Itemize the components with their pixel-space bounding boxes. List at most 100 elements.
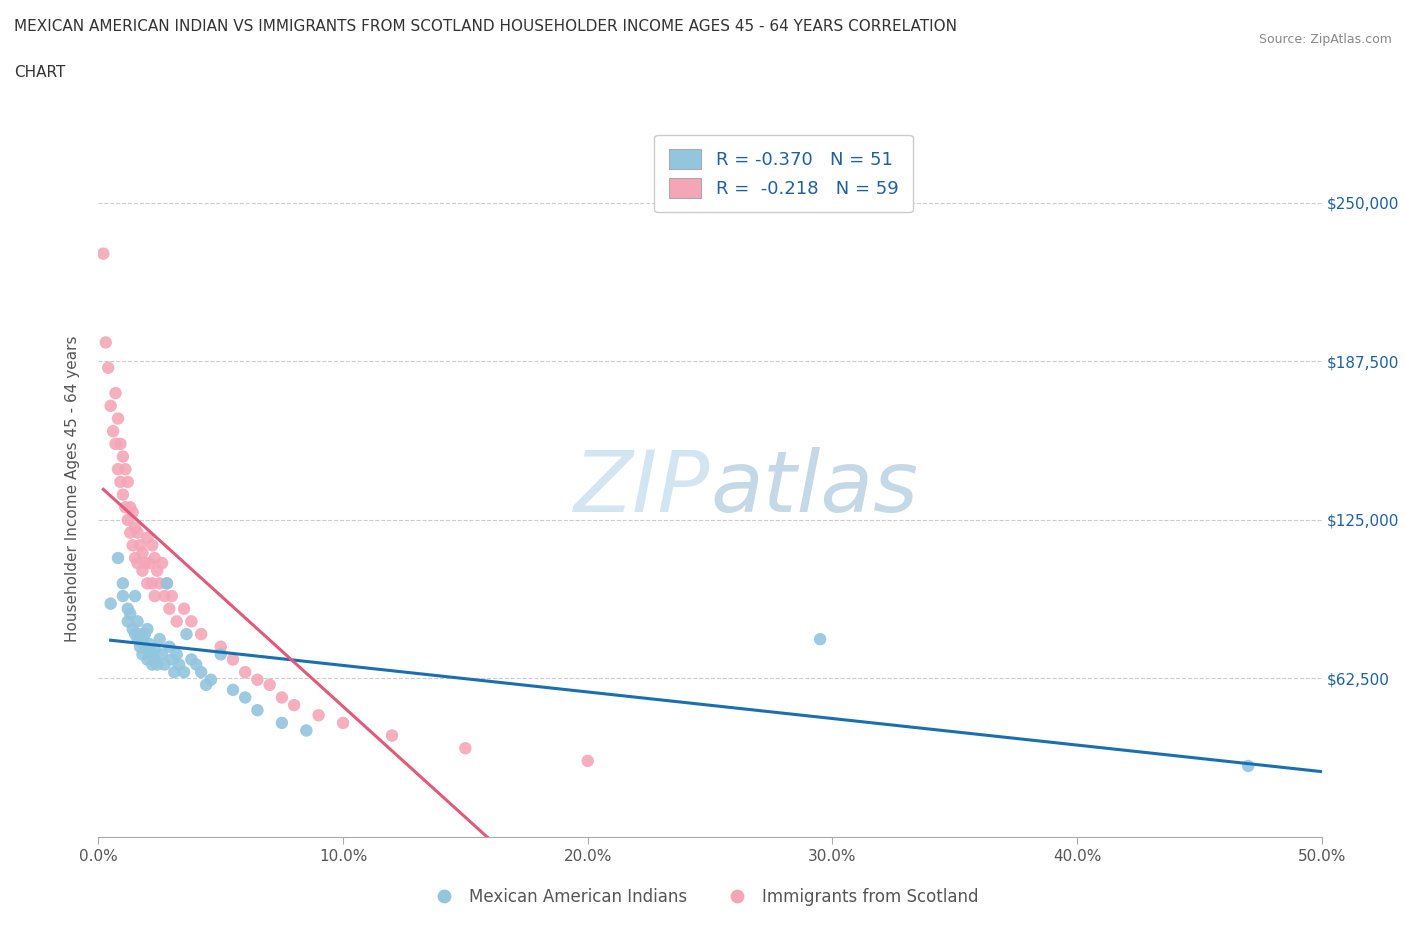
Point xyxy=(114,499,136,514)
Point xyxy=(156,576,179,591)
Point xyxy=(200,672,222,687)
Point xyxy=(186,658,208,672)
Point xyxy=(160,589,183,604)
Point xyxy=(141,538,163,552)
Point xyxy=(195,677,218,692)
Point xyxy=(180,652,202,667)
Point xyxy=(117,474,139,489)
Point xyxy=(94,335,117,350)
Legend: Mexican American Indians, Immigrants from Scotland: Mexican American Indians, Immigrants fro… xyxy=(420,881,986,912)
Point xyxy=(308,708,330,723)
Point xyxy=(124,589,146,604)
Point xyxy=(91,246,114,261)
Point xyxy=(131,546,153,561)
Point xyxy=(141,658,163,672)
Point xyxy=(153,589,176,604)
Point xyxy=(157,639,180,654)
Text: atlas: atlas xyxy=(710,446,918,530)
Point xyxy=(134,639,156,654)
Point xyxy=(121,621,143,636)
Point xyxy=(150,555,173,570)
Point xyxy=(808,631,831,646)
Point xyxy=(127,555,149,570)
Point xyxy=(157,602,180,617)
Point xyxy=(104,386,127,401)
Point xyxy=(129,538,152,552)
Point xyxy=(141,647,163,662)
Point xyxy=(107,551,129,565)
Text: MEXICAN AMERICAN INDIAN VS IMMIGRANTS FROM SCOTLAND HOUSEHOLDER INCOME AGES 45 -: MEXICAN AMERICAN INDIAN VS IMMIGRANTS FR… xyxy=(14,19,957,33)
Point xyxy=(166,614,188,629)
Point xyxy=(143,642,166,657)
Point xyxy=(100,596,122,611)
Point xyxy=(149,576,172,591)
Point xyxy=(576,753,599,768)
Point xyxy=(246,672,269,687)
Point xyxy=(209,647,232,662)
Point xyxy=(1237,759,1260,774)
Point xyxy=(136,530,159,545)
Point xyxy=(259,677,281,692)
Point xyxy=(124,551,146,565)
Point xyxy=(111,576,134,591)
Point xyxy=(111,449,134,464)
Point xyxy=(136,652,159,667)
Point xyxy=(222,652,245,667)
Point xyxy=(120,499,142,514)
Point xyxy=(124,520,146,535)
Point xyxy=(233,665,256,680)
Point xyxy=(131,647,153,662)
Point xyxy=(166,647,188,662)
Point xyxy=(295,723,318,737)
Point xyxy=(209,639,232,654)
Point xyxy=(127,614,149,629)
Point xyxy=(129,627,152,642)
Point xyxy=(454,741,477,756)
Point xyxy=(139,644,162,659)
Point xyxy=(381,728,404,743)
Y-axis label: Householder Income Ages 45 - 64 years: Householder Income Ages 45 - 64 years xyxy=(65,335,80,642)
Point xyxy=(129,639,152,654)
Point xyxy=(134,627,156,642)
Point xyxy=(149,631,172,646)
Text: ZIP: ZIP xyxy=(574,446,710,530)
Point xyxy=(246,703,269,718)
Point xyxy=(107,411,129,426)
Point xyxy=(110,436,132,451)
Legend: R = -0.370   N = 51, R =  -0.218   N = 59: R = -0.370 N = 51, R = -0.218 N = 59 xyxy=(654,135,912,212)
Point xyxy=(110,474,132,489)
Point xyxy=(100,398,122,413)
Point xyxy=(97,360,120,375)
Point xyxy=(134,555,156,570)
Point xyxy=(143,589,166,604)
Point xyxy=(117,602,139,617)
Point xyxy=(107,462,129,477)
Point xyxy=(167,658,190,672)
Point xyxy=(156,576,179,591)
Point xyxy=(136,576,159,591)
Point xyxy=(160,652,183,667)
Point xyxy=(180,614,202,629)
Point xyxy=(173,602,195,617)
Point xyxy=(104,436,127,451)
Point xyxy=(139,637,162,652)
Point xyxy=(143,652,166,667)
Point xyxy=(176,627,198,642)
Point xyxy=(127,631,149,646)
Point xyxy=(117,512,139,527)
Point xyxy=(136,621,159,636)
Point xyxy=(173,665,195,680)
Point xyxy=(143,551,166,565)
Point xyxy=(270,715,294,730)
Point xyxy=(190,627,212,642)
Point xyxy=(283,698,305,712)
Point xyxy=(146,564,169,578)
Text: Source: ZipAtlas.com: Source: ZipAtlas.com xyxy=(1258,33,1392,46)
Point xyxy=(131,564,153,578)
Point xyxy=(120,606,142,621)
Point xyxy=(124,627,146,642)
Point xyxy=(111,589,134,604)
Point xyxy=(233,690,256,705)
Point xyxy=(121,505,143,520)
Point xyxy=(141,576,163,591)
